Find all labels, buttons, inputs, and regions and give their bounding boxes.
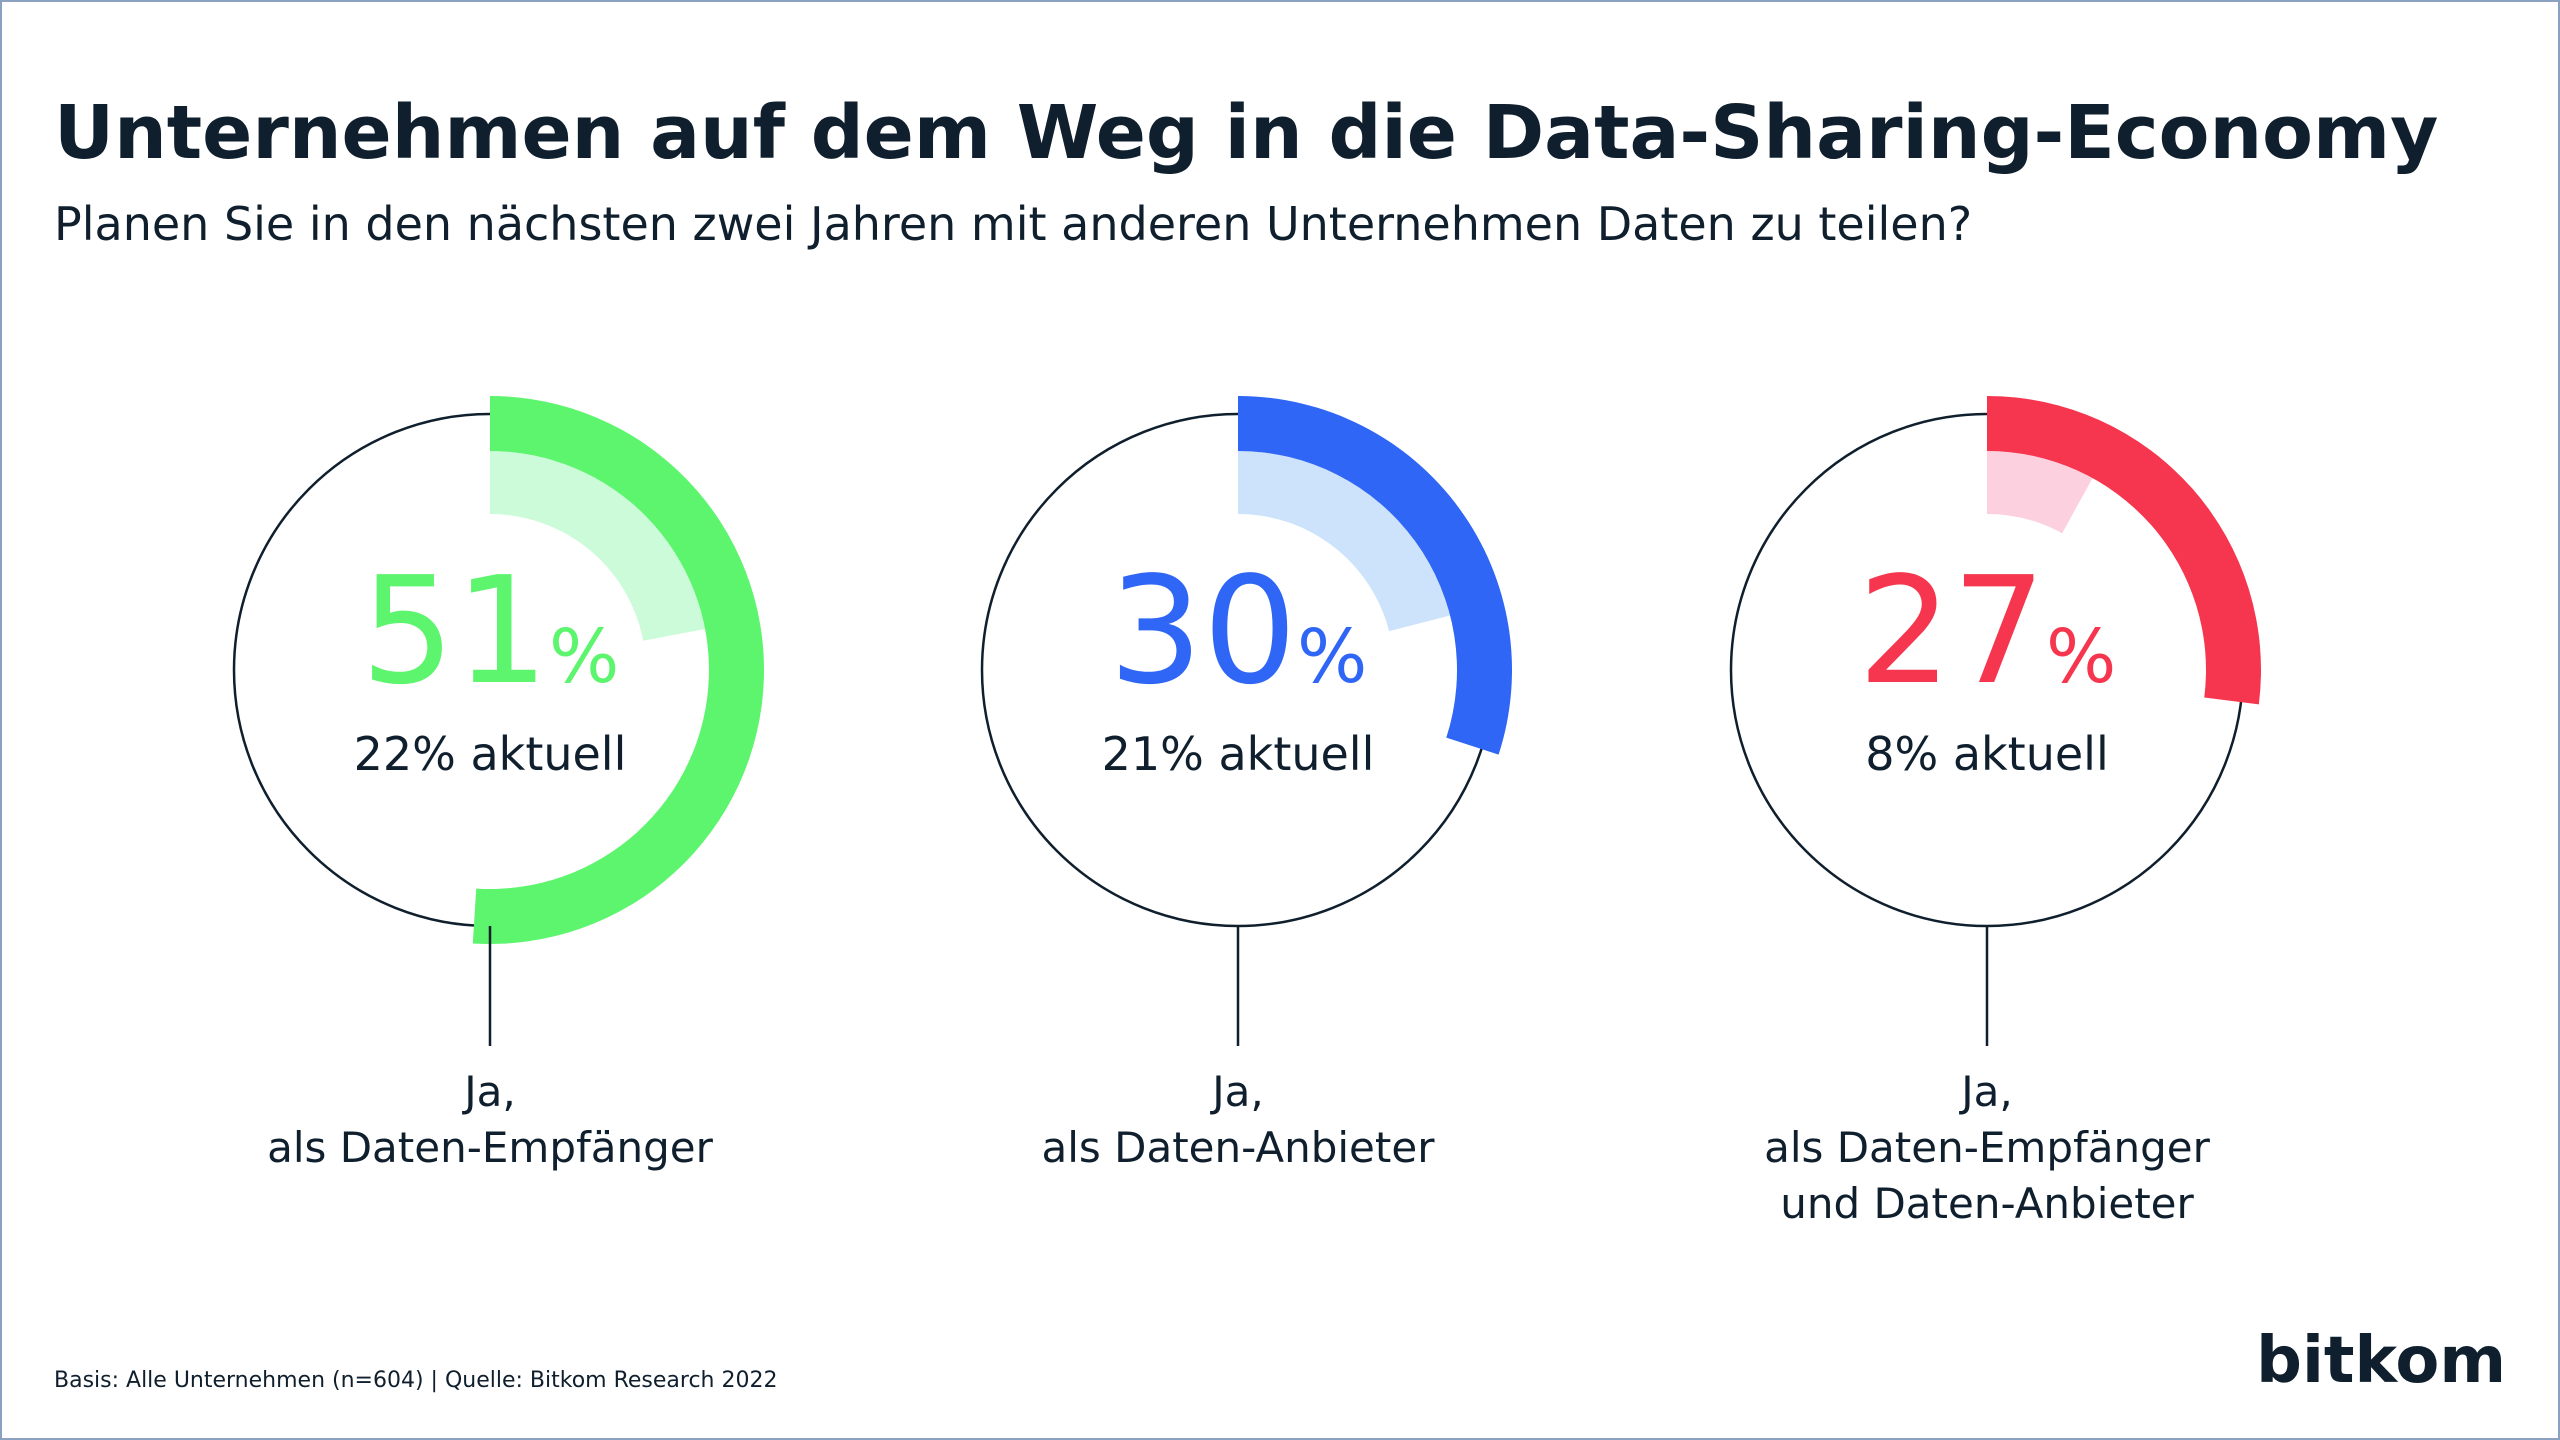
category-label: als Daten-Anbieter [1042, 1123, 1436, 1172]
planned-arc [472, 396, 764, 944]
value-number: 27 [1858, 545, 2046, 717]
value-label: 30% [1109, 545, 1368, 717]
value-label: 27% [1858, 545, 2117, 717]
planned-arc [1987, 396, 2262, 705]
category-label: und Daten-Anbieter [1780, 1179, 2194, 1228]
source: Basis: Alle Unternehmen (n=604) | Quelle… [54, 1368, 777, 1393]
category-label: Ja, [1209, 1067, 1263, 1116]
category-label: als Daten-Empfänger [1764, 1123, 2211, 1172]
current-arc [1238, 451, 1451, 632]
value-number: 30 [1109, 545, 1297, 717]
current-label: 8% aktuell [1865, 727, 2108, 781]
chart-subtitle: Planen Sie in den nächsten zwei Jahren m… [54, 197, 1972, 251]
current-label: 21% aktuell [1102, 727, 1375, 781]
value-unit: % [1297, 614, 1367, 700]
current-arc [490, 451, 706, 641]
value-unit: % [549, 614, 619, 700]
current-label: 22% aktuell [354, 727, 627, 781]
chart-title: Unternehmen auf dem Weg in die Data-Shar… [54, 90, 2438, 176]
category-label: Ja, [1958, 1067, 2012, 1116]
category-label: Ja, [461, 1067, 515, 1116]
current-arc [1987, 451, 2093, 534]
value-unit: % [2046, 614, 2116, 700]
value-number: 51 [361, 545, 549, 717]
planned-arc [1238, 396, 1513, 755]
category-label: als Daten-Empfänger [267, 1123, 714, 1172]
value-label: 51% [361, 545, 620, 717]
logo: bitkom [2256, 1324, 2506, 1398]
